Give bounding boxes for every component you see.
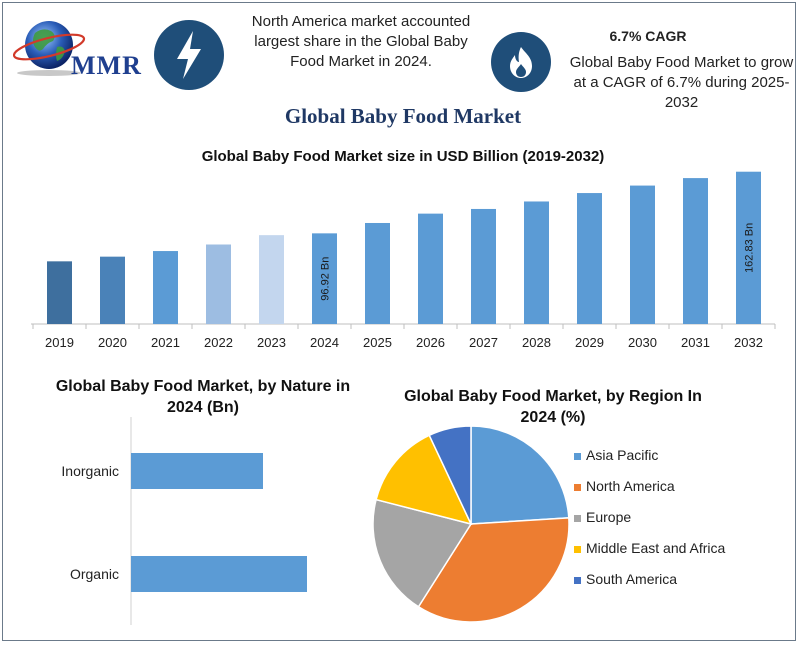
market-size-bar-chart: 2019 2020 2021 2022 2023 2024 96.92 Bn 2025 2026…	[31, 171, 776, 350]
market-highlight-text: North America market accounted largest s…	[251, 13, 471, 70]
market-size-chart-title: Global Baby Food Market size in USD Bill…	[201, 148, 605, 165]
nature-chart-title: Global Baby Food Market, by Nature in 20…	[55, 378, 351, 416]
pie-slice-north-america	[417, 517, 570, 623]
x-tick-label: 2029	[575, 335, 604, 350]
lightning-bolt-icon	[154, 20, 224, 90]
legend-label: Asia Pacific	[586, 447, 658, 463]
legend-label: North America	[586, 478, 675, 494]
legend-swatch	[574, 546, 581, 553]
bar-2021	[153, 251, 178, 324]
bar-2031	[683, 178, 708, 324]
legend-label: Middle East and Africa	[586, 540, 726, 556]
legend-swatch	[574, 484, 581, 491]
x-tick-label: 2023	[257, 335, 286, 350]
region-chart-title: Global Baby Food Market, by Region In 20…	[404, 388, 702, 426]
pie-slice-europe	[372, 498, 473, 608]
cagr-description: Global Baby Food Market to grow at a CAG…	[569, 54, 794, 111]
x-tick-label: 2021	[151, 335, 180, 350]
bar-2022	[206, 244, 231, 324]
bar-2027	[471, 208, 496, 324]
region-pie-chart: Asia Pacific North America Europe Middle Ea…	[372, 425, 726, 623]
x-tick-label: 2032	[734, 335, 763, 350]
brand-name: MMR	[71, 51, 142, 80]
pie-slice-middle-east-and-africa	[375, 434, 473, 526]
x-tick-label: 2020	[98, 335, 127, 350]
nature-bar-chart: Inorganic Organic	[61, 417, 307, 625]
category-label: Organic	[70, 566, 119, 582]
x-tick-label: 2028	[522, 335, 551, 350]
cagr-title: 6.7% CAGR	[609, 28, 687, 44]
bar-organic	[131, 556, 307, 592]
bar-2029	[577, 193, 602, 324]
bar-2025	[365, 222, 390, 324]
x-tick-label: 2024	[310, 335, 339, 350]
bar-2032	[736, 171, 761, 324]
x-tick-label: 2030	[628, 335, 657, 350]
flame-icon	[491, 32, 551, 92]
legend-label: Europe	[586, 509, 631, 525]
bar-inorganic	[131, 453, 263, 489]
x-tick-label: 2019	[45, 335, 74, 350]
bar-2030	[630, 185, 655, 324]
bar-2019	[47, 261, 72, 324]
legend-swatch	[574, 453, 581, 460]
legend-swatch	[574, 577, 581, 584]
bar-2028	[524, 201, 549, 324]
category-label: Inorganic	[61, 463, 119, 479]
bar-2026	[418, 213, 443, 324]
bar-2024	[312, 233, 337, 324]
bar-data-label: 96.92 Bn	[320, 257, 332, 301]
x-tick-label: 2025	[363, 335, 392, 350]
x-tick-label: 2026	[416, 335, 445, 350]
mmr-globe-logo-icon	[13, 21, 86, 76]
x-tick-label: 2031	[681, 335, 710, 350]
legend-label: South America	[586, 571, 677, 587]
x-tick-label: 2022	[204, 335, 233, 350]
pie-slice-south-america	[428, 425, 472, 525]
bar-2020	[100, 256, 125, 324]
pie-slice-asia-pacific	[470, 425, 570, 525]
legend-swatch	[574, 515, 581, 522]
bar-data-label: 162.83 Bn	[744, 223, 756, 273]
x-tick-label: 2027	[469, 335, 498, 350]
bar-2023	[259, 235, 284, 324]
page-title: Global Baby Food Market	[284, 104, 522, 128]
